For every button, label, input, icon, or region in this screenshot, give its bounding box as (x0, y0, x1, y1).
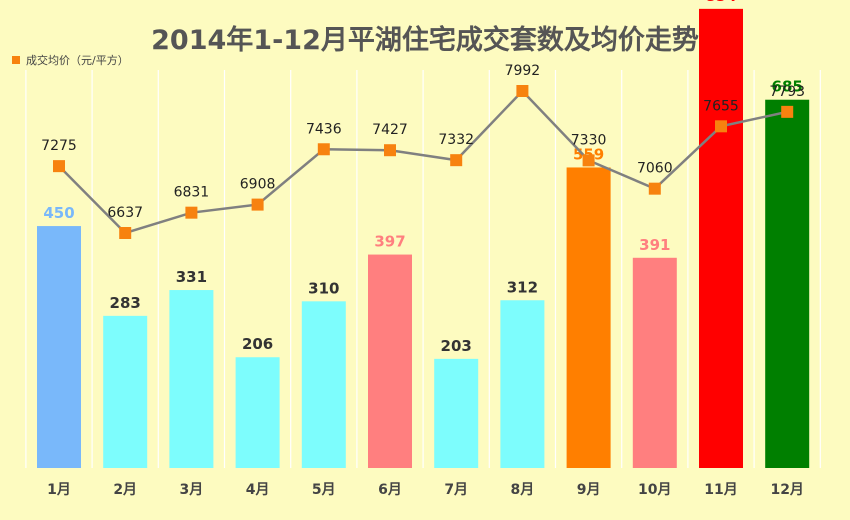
price-marker (450, 154, 463, 167)
bar (566, 167, 611, 468)
bar-value-label: 450 (43, 204, 74, 222)
bar (235, 357, 280, 468)
price-value-label: 6831 (174, 185, 210, 201)
price-value-label: 7060 (637, 161, 673, 177)
price-marker (53, 160, 65, 173)
category-label: 4月 (246, 482, 270, 498)
category-label: 10月 (638, 482, 671, 498)
price-marker (251, 198, 264, 211)
category-label: 2月 (113, 482, 137, 498)
bar (169, 290, 214, 468)
bar (765, 99, 810, 468)
category-label: 11月 (704, 482, 737, 498)
bar (103, 315, 148, 468)
legend-label: 成交均价（元/平方） (26, 54, 129, 67)
bar (368, 254, 412, 468)
chart-title: 2014年1-12月平湖住宅成交套数及均价走势 (151, 25, 699, 56)
price-marker (185, 206, 198, 219)
bar-value-label: 206 (242, 335, 273, 353)
category-label: 9月 (577, 482, 601, 498)
price-value-label: 7992 (505, 63, 541, 79)
bar (37, 226, 81, 468)
price-line-series (53, 85, 794, 239)
grid-lines (25, 70, 821, 468)
price-value-label: 7332 (438, 132, 474, 148)
bar-value-label: 397 (374, 233, 405, 251)
bar-value-label: 283 (110, 294, 141, 312)
bar-value-label: 310 (308, 279, 339, 297)
price-marker (119, 227, 132, 239)
bar (500, 300, 545, 468)
price-marker (715, 120, 727, 133)
bar (632, 257, 677, 468)
legend-marker-icon (12, 56, 20, 64)
legend: 成交均价（元/平方） (12, 52, 129, 68)
category-label: 12月 (770, 482, 803, 498)
price-value-labels: 7275 6637 6831 6908 7436 7427 7332 7992 7330 7060… (41, 63, 805, 221)
price-marker (516, 85, 529, 97)
category-label: 5月 (312, 482, 336, 498)
price-marker (317, 143, 330, 156)
price-marker (582, 154, 595, 167)
category-label: 7月 (444, 482, 468, 498)
price-value-label: 6908 (240, 177, 276, 193)
bar-value-label: 331 (176, 268, 207, 286)
category-label: 1月 (47, 482, 71, 498)
bar (301, 301, 346, 468)
price-line (58, 89, 788, 235)
category-labels: 1月 2月 3月 4月 5月 6月 7月 8月 9月 10月 11月 12月 (47, 482, 804, 498)
category-label: 3月 (180, 482, 204, 498)
price-marker (384, 144, 396, 157)
bar-value-labels: 450283331206310397203312559391854685 (43, 0, 803, 355)
price-value-label: 7427 (372, 122, 408, 138)
bar-value-label: 685 (772, 78, 803, 96)
category-label: 6月 (378, 482, 402, 498)
price-value-label: 7330 (571, 132, 607, 148)
bars (37, 8, 810, 468)
price-value-label: 7436 (306, 121, 342, 137)
price-marker (781, 105, 794, 118)
bar-value-label: 391 (639, 236, 670, 254)
bar-value-label: 854 (705, 0, 736, 5)
price-value-label: 6637 (107, 205, 143, 221)
bar (699, 8, 743, 468)
price-value-label: 7655 (703, 98, 739, 114)
price-marker (648, 182, 661, 195)
price-value-label: 7793 (769, 84, 805, 100)
category-label: 8月 (511, 482, 535, 498)
bar-value-label: 203 (441, 337, 472, 355)
price-value-label: 7275 (41, 138, 77, 154)
bar-value-label: 312 (507, 278, 538, 296)
bar (434, 358, 479, 468)
